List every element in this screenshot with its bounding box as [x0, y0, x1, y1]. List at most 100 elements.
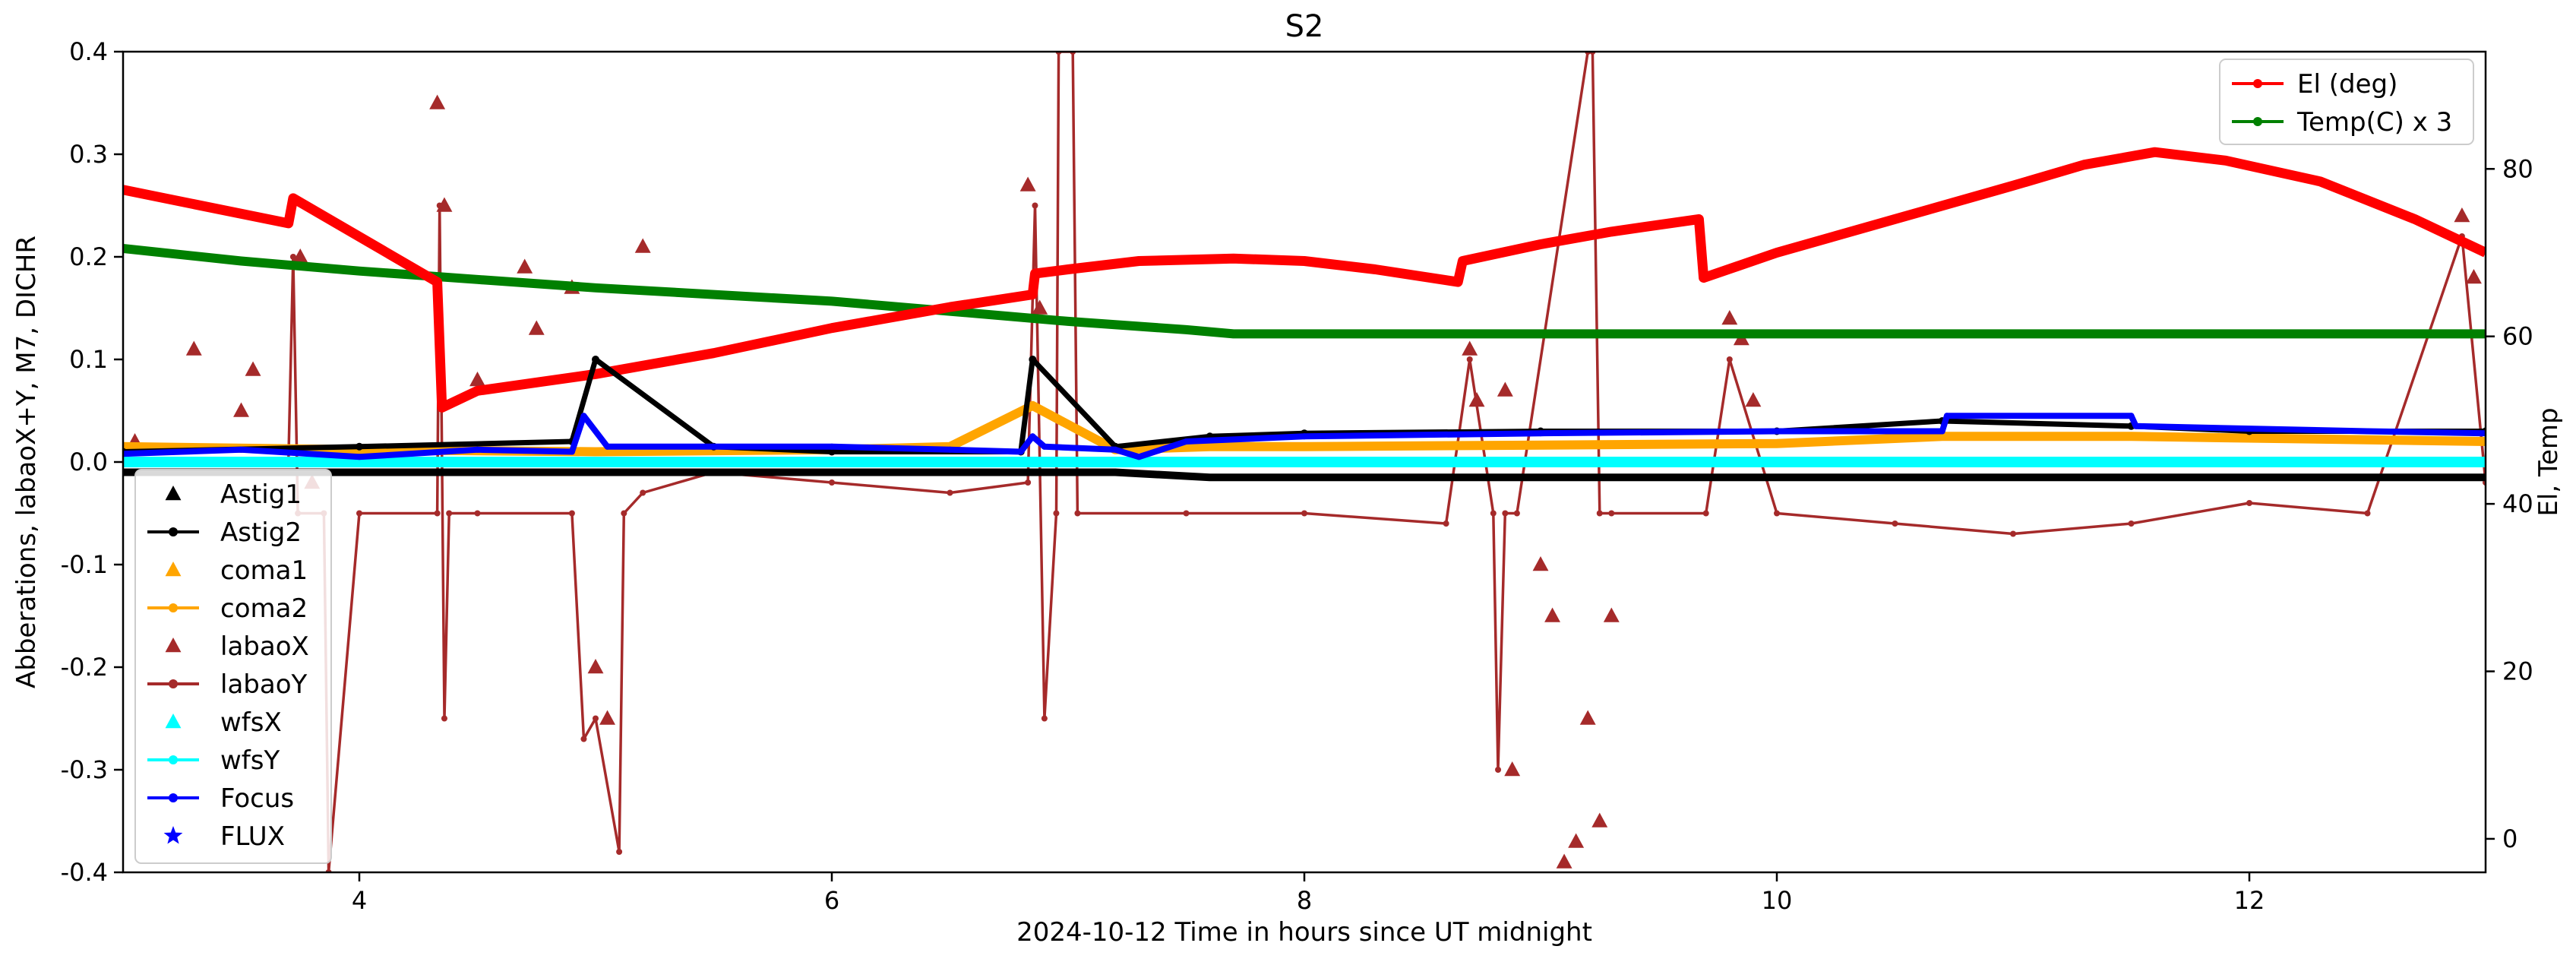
data-point-labaox	[1497, 381, 1513, 397]
legend-marker	[169, 527, 178, 536]
data-point-labaoy	[1502, 510, 1509, 517]
data-point-focus	[1774, 428, 1780, 435]
data-point-labaoy	[356, 510, 362, 517]
data-point-focus	[1538, 430, 1544, 437]
data-point-labaox	[587, 659, 604, 674]
data-point-labaox	[233, 402, 249, 417]
x-tick-label: 10	[1762, 886, 1793, 915]
data-point-astig2	[1029, 356, 1037, 363]
data-point-focus	[710, 443, 717, 450]
right-y-tick-label: 80	[2502, 154, 2533, 183]
data-point-labaoy	[640, 489, 646, 496]
series-astig1	[123, 468, 2486, 482]
data-point-focus	[2364, 428, 2371, 435]
legend-marker	[2253, 79, 2262, 88]
legend-label: Astig1	[220, 479, 302, 510]
data-point-labaoy	[1074, 510, 1081, 517]
legend-right: El (deg) Temp(C) x 3	[2219, 59, 2474, 145]
data-point-labaoy	[289, 254, 296, 260]
x-tick-label: 12	[2234, 886, 2265, 915]
legend-item-temp-c-x-3: Temp(C) x 3	[2232, 107, 2452, 138]
data-point-focus	[1301, 433, 1307, 440]
data-point-labaox	[1556, 853, 1572, 869]
legend-label: wfsY	[220, 745, 280, 776]
data-point-labaox	[1603, 607, 1620, 622]
data-point-labaoy	[434, 510, 441, 517]
left-y-tick-label: 0.0	[69, 448, 108, 476]
legend-item-labaox: labaoX	[165, 631, 309, 662]
data-point-labaoy	[829, 479, 835, 486]
x-axis-label: 2024-10-12 Time in hours since UT midnig…	[1016, 917, 1592, 948]
data-point-labaox	[1504, 761, 1521, 777]
left-y-tick-label: -0.1	[61, 550, 108, 579]
data-point-labaoy	[1596, 510, 1603, 517]
data-point-focus	[356, 454, 362, 460]
data-point-labaoy	[2010, 530, 2016, 537]
data-point-labaox	[1579, 710, 1596, 725]
legend-marker	[169, 793, 178, 802]
legend-marker	[165, 638, 182, 653]
data-point-labaox	[292, 248, 308, 264]
data-point-astig2	[356, 442, 363, 451]
legend-marker	[163, 826, 183, 844]
legend-marker	[169, 755, 178, 764]
data-point-labaox	[429, 94, 446, 109]
data-point-labaox	[1544, 607, 1560, 622]
series-line-temp-c-x-3	[123, 244, 2486, 339]
legend-label: Astig2	[220, 517, 302, 548]
legend-label: Temp(C) x 3	[2296, 107, 2452, 138]
data-point-labaoy	[1443, 521, 1449, 527]
data-layer	[123, 52, 2486, 872]
data-point-focus	[1943, 413, 1950, 419]
data-point-labaoy	[616, 849, 623, 855]
data-point-labaoy	[2364, 510, 2371, 517]
legend-label: wfsX	[220, 707, 282, 738]
right-y-tick-label: 20	[2502, 657, 2533, 686]
legend-item-astig2: Astig2	[147, 517, 302, 548]
data-point-astig2	[592, 356, 599, 363]
data-point-focus	[1183, 438, 1190, 445]
legend-label: labaoX	[220, 631, 309, 662]
legend-marker	[2253, 117, 2262, 126]
legend-marker	[165, 562, 182, 577]
data-point-labaox	[1462, 340, 1478, 356]
legend-left-box	[134, 469, 332, 864]
data-point-focus	[2128, 413, 2135, 419]
data-point-labaox	[2454, 207, 2470, 223]
x-axis-ticks: 4 6 8 10 12	[352, 872, 2265, 915]
data-point-labaoy	[1032, 202, 1038, 209]
data-point-focus	[1017, 448, 1024, 455]
data-point-labaoy	[1025, 479, 1032, 486]
data-point-labaox	[1568, 833, 1585, 848]
data-point-labaoy	[446, 510, 453, 517]
data-point-labaoy	[593, 715, 599, 722]
legend-item-el-deg: El (deg)	[2232, 69, 2397, 100]
right-y-axis-label: El, Temp	[2533, 407, 2564, 516]
legend-item-flux: FLUX	[163, 821, 285, 852]
left-y-axis-label: Abberations, labaoX+Y, M7, DICHR	[11, 236, 42, 688]
data-point-labaoy	[1466, 356, 1473, 362]
data-point-labaox	[1019, 176, 1036, 191]
data-point-labaoy	[1513, 510, 1520, 517]
data-point-focus	[1029, 433, 1036, 440]
data-point-labaoy	[1183, 510, 1190, 517]
legend-label: El (deg)	[2297, 69, 2397, 100]
legend-item-wfsx: wfsX	[165, 707, 282, 738]
legend-left: Astig1 Astig2 coma1 coma2 labaoX labaoY wfsX wf…	[134, 469, 332, 864]
data-point-labaoy	[1726, 356, 1733, 362]
data-point-focus	[2132, 422, 2139, 429]
data-point-focus	[568, 448, 575, 455]
data-point-labaox	[1468, 392, 1485, 407]
series-focus	[123, 413, 2486, 460]
data-point-labaoy	[474, 510, 481, 517]
data-point-labaox	[185, 340, 202, 356]
left-y-tick-label: 0.2	[69, 242, 108, 271]
data-point-labaoy	[1608, 510, 1615, 517]
legend-item-focus: Focus	[147, 783, 294, 814]
x-tick-label: 6	[824, 886, 839, 915]
right-y-tick-label: 60	[2502, 322, 2533, 351]
data-point-focus	[1939, 428, 1945, 435]
data-point-labaox	[1591, 812, 1608, 828]
data-point-labaoy	[1053, 510, 1060, 517]
